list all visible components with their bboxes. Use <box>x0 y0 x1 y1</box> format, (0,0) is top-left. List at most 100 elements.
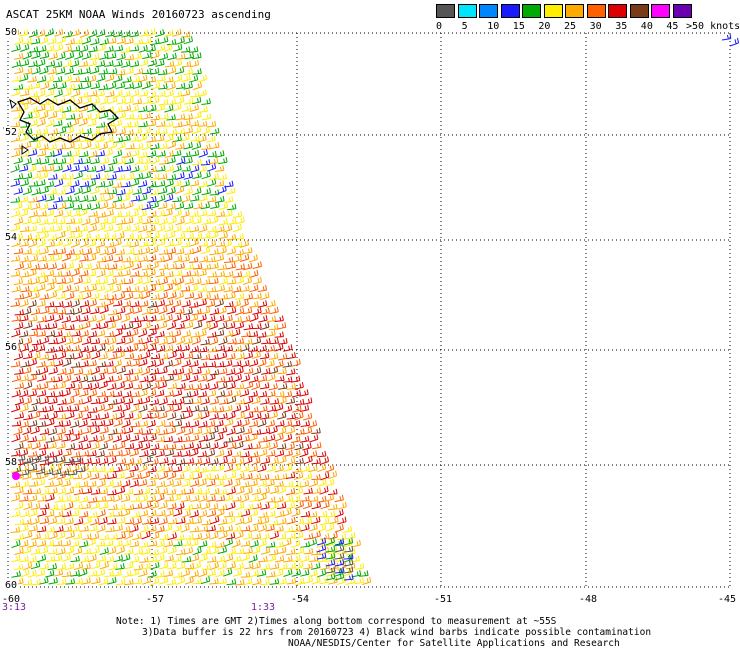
wind-barb <box>61 479 71 487</box>
legend-swatch <box>457 4 477 18</box>
wind-barb <box>172 493 182 502</box>
wind-barb <box>146 495 157 503</box>
wind-barb <box>146 419 156 428</box>
wind-barb <box>137 209 147 218</box>
wind-barb <box>14 486 24 495</box>
wind-barb <box>53 119 63 127</box>
wind-barb <box>164 239 174 248</box>
wind-barb <box>150 531 160 541</box>
wind-barb <box>176 336 186 345</box>
wind-barb <box>209 426 219 435</box>
wind-barb <box>307 538 317 547</box>
wind-barb <box>343 553 354 560</box>
wind-barb <box>62 284 72 293</box>
wind-barb <box>47 67 57 75</box>
wind-barb <box>240 343 250 352</box>
wind-barb <box>121 240 132 247</box>
wind-barb <box>96 524 106 533</box>
wind-barb <box>99 248 109 256</box>
wind-barb <box>78 44 89 53</box>
wind-barb <box>158 277 168 286</box>
wind-barb <box>283 568 293 577</box>
wind-barb <box>217 367 228 375</box>
wind-barb <box>123 426 134 434</box>
wind-barb <box>156 75 166 82</box>
wind-barb <box>138 193 148 202</box>
wind-barb <box>31 454 42 461</box>
wind-barb <box>172 450 182 457</box>
wind-barb <box>159 36 169 44</box>
wind-barb <box>181 241 191 248</box>
wind-barb <box>180 255 190 263</box>
wind-barb <box>121 314 131 323</box>
wind-barb <box>197 374 208 383</box>
wind-barb <box>45 391 56 398</box>
wind-barb <box>82 368 93 376</box>
wind-barb <box>37 495 47 502</box>
wind-barb <box>39 454 50 463</box>
wind-barb <box>209 546 219 555</box>
wind-barb <box>277 546 287 555</box>
wind-barb <box>721 33 732 41</box>
wind-barb <box>252 292 262 300</box>
wind-barb <box>70 29 80 37</box>
wind-barb <box>79 315 89 322</box>
wind-barb <box>14 501 24 511</box>
wind-barb <box>180 46 191 53</box>
wind-barb <box>27 494 38 502</box>
wind-barb <box>18 164 29 172</box>
wind-barb <box>191 96 202 105</box>
wind-barb <box>198 149 208 158</box>
wind-barb <box>235 352 245 361</box>
wind-barb <box>70 495 80 502</box>
wind-barb <box>79 254 89 262</box>
wind-barb <box>278 563 288 571</box>
wind-barb <box>90 233 100 241</box>
wind-barb <box>155 571 165 578</box>
wind-barb <box>181 270 192 277</box>
wind-barb <box>224 418 234 427</box>
wind-barb <box>206 163 217 172</box>
wind-barb <box>35 271 46 278</box>
wind-barb <box>19 343 29 353</box>
wind-barb <box>164 495 174 502</box>
wind-barb <box>106 247 117 256</box>
wind-barb <box>163 523 173 533</box>
wind-barb <box>132 233 143 241</box>
wind-barb <box>192 546 202 556</box>
wind-barb <box>36 360 46 368</box>
wind-barb <box>206 135 216 143</box>
wind-barb <box>197 209 208 217</box>
wind-barb <box>87 345 97 353</box>
wind-barb <box>217 488 227 495</box>
wind-barb <box>286 352 296 360</box>
wind-barb <box>209 127 220 135</box>
wind-barb <box>10 493 21 502</box>
wind-barb <box>303 575 313 584</box>
wind-barb <box>121 286 132 293</box>
wind-barb <box>226 306 237 315</box>
wind-barb <box>176 517 186 525</box>
wind-barb <box>269 578 280 585</box>
wind-barb <box>61 495 72 503</box>
wind-barb <box>13 563 24 570</box>
wind-barb <box>19 208 29 218</box>
wind-barb <box>87 59 97 67</box>
wind-barb <box>172 179 182 188</box>
wind-barb <box>729 37 739 47</box>
wind-barb <box>53 284 64 292</box>
wind-barb <box>45 330 56 338</box>
wind-barb <box>90 397 101 405</box>
wind-barb <box>197 478 207 487</box>
wind-barb <box>291 420 301 427</box>
wind-barb <box>150 96 160 105</box>
wind-barb <box>45 510 55 518</box>
wind-barb <box>57 173 67 180</box>
wind-barb <box>56 531 66 540</box>
wind-barb <box>183 383 194 391</box>
wind-barb <box>278 338 288 345</box>
wind-barb <box>189 149 200 157</box>
wind-barb <box>87 466 97 472</box>
wind-barb <box>133 547 144 556</box>
legend-swatch <box>586 4 606 18</box>
